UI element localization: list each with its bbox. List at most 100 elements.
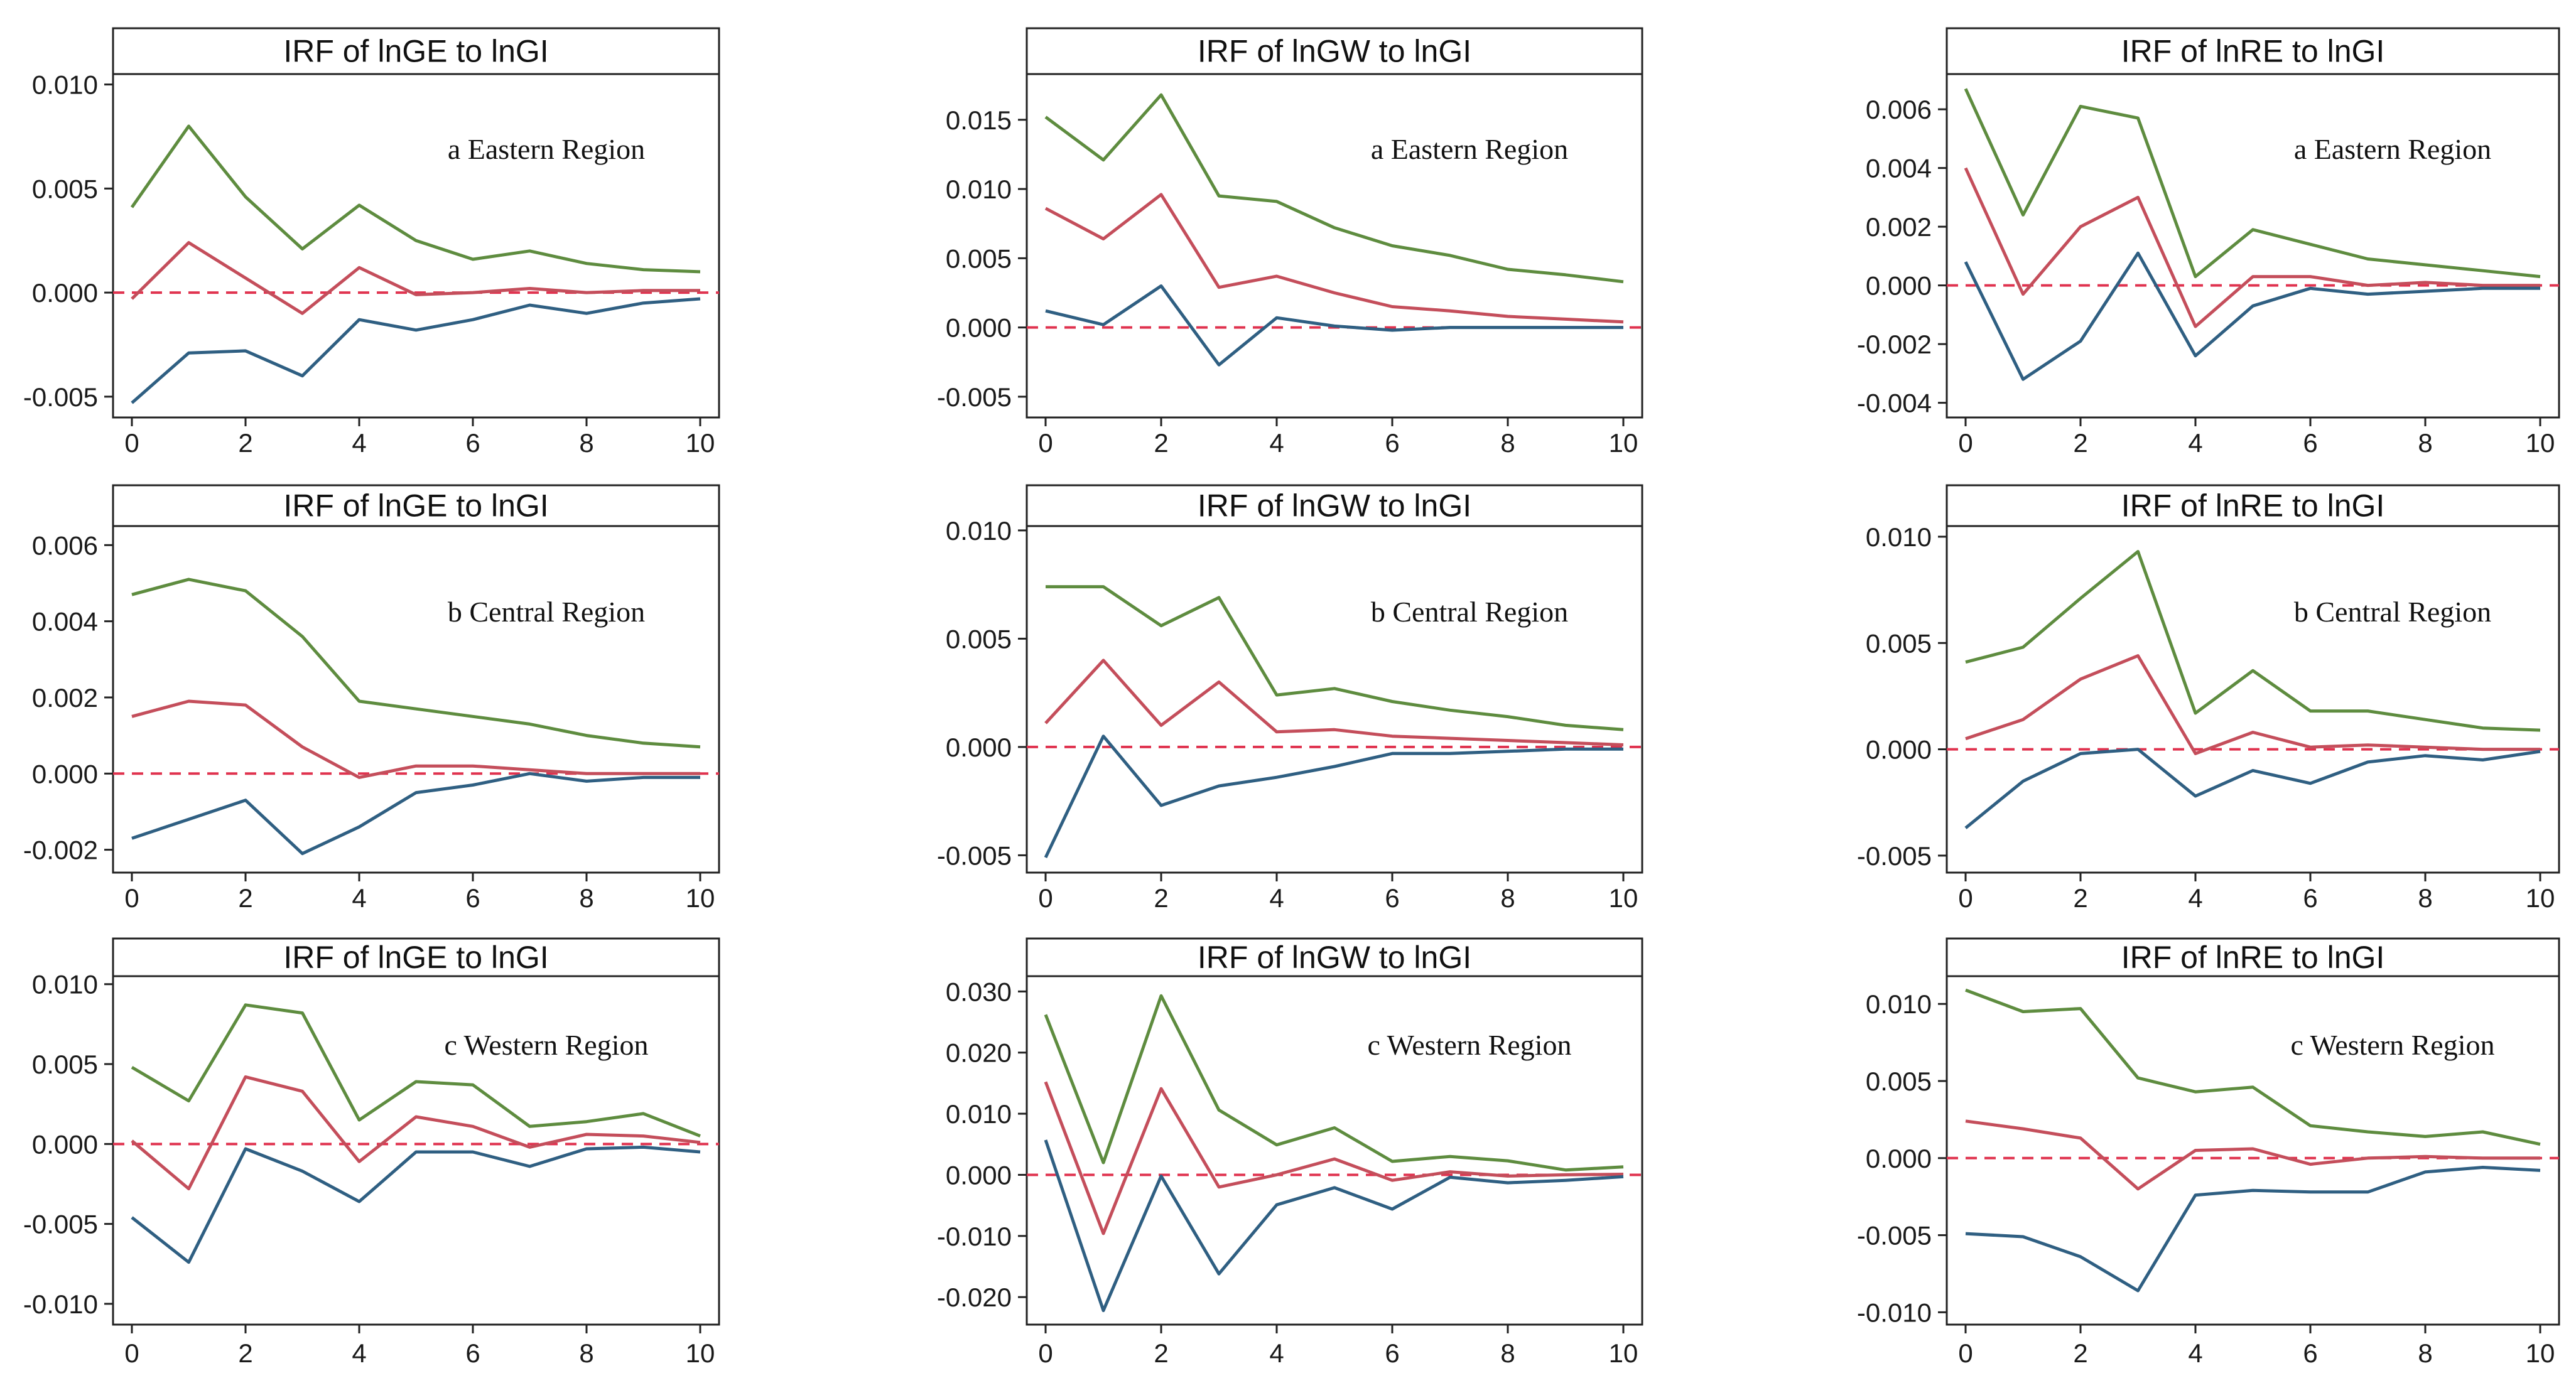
y-tick-label: -0.002	[1857, 330, 1932, 359]
y-tick-label: 0.010	[32, 70, 98, 100]
panel-title: IRF of lnGW to lnGI	[1198, 488, 1471, 524]
x-tick-label: 6	[465, 428, 480, 458]
y-tick-label: -0.005	[23, 1210, 98, 1239]
x-tick-label: 8	[2418, 883, 2432, 913]
y-tick-label: 0.020	[946, 1038, 1012, 1068]
y-tick-label: 0.000	[946, 313, 1012, 343]
x-tick-label: 6	[465, 1338, 480, 1368]
panel-title: IRF of lnGW to lnGI	[1198, 940, 1471, 975]
series-line-irf	[131, 1075, 701, 1191]
x-tick-label: 8	[579, 428, 593, 458]
panel-title: IRF of lnGE to lnGI	[283, 940, 548, 975]
y-tick-label: 0.005	[32, 1050, 98, 1079]
series-line-upper	[131, 578, 701, 749]
series-line-upper	[1964, 88, 2541, 279]
plot-frame	[1946, 975, 2560, 1326]
plot-frame	[112, 975, 720, 1326]
x-tick-label: 6	[1385, 1338, 1399, 1368]
panel-title: IRF of lnRE to lnGI	[2121, 34, 2385, 69]
series-line-irf	[131, 241, 700, 315]
plot-frame	[1946, 73, 2560, 419]
y-tick-label: 0.006	[1866, 95, 1932, 124]
y-tick-label: 0.005	[32, 174, 98, 203]
irf-panel: IRF of lnRE to lnGI -0.010 -0.005 0.000 0.00…	[1857, 937, 2560, 1368]
x-tick-label: 0	[124, 1338, 139, 1368]
series-line-lower	[1965, 1166, 2541, 1293]
x-tick-label: 10	[2526, 1338, 2555, 1368]
region-annotation: c Western Region	[1367, 1029, 1571, 1061]
x-tick-label: 2	[238, 883, 252, 913]
region-annotation: a Eastern Region	[1371, 133, 1568, 165]
series-line-irf	[1044, 1081, 1624, 1235]
x-tick-label: 10	[1609, 1338, 1638, 1368]
y-tick-label: 0.010	[1866, 989, 1932, 1019]
panel-title-bar	[112, 27, 720, 75]
y-tick-label: 0.002	[32, 683, 98, 713]
y-tick-label: -0.005	[937, 382, 1012, 412]
y-tick-label: 0.005	[946, 244, 1012, 273]
y-tick-label: 0.010	[946, 516, 1012, 546]
y-tick-label: -0.010	[937, 1222, 1012, 1251]
series-line-irf	[131, 699, 700, 779]
y-tick-label: -0.005	[23, 382, 98, 412]
panel-title: IRF of lnRE to lnGI	[2121, 488, 2385, 524]
x-tick-label: 8	[1500, 1338, 1515, 1368]
y-tick-label: -0.004	[1857, 389, 1932, 418]
x-tick-label: 2	[2073, 883, 2087, 913]
x-tick-label: 0	[1038, 1338, 1053, 1368]
series-line-upper	[1965, 988, 2541, 1146]
x-tick-label: 2	[1154, 883, 1168, 913]
region-annotation: b Central Region	[448, 596, 645, 628]
panel-title: IRF of lnGE to lnGI	[283, 488, 548, 524]
x-tick-label: 4	[2188, 428, 2202, 458]
region-annotation: b Central Region	[2294, 596, 2491, 628]
irf-panel: IRF of lnRE to lnGI -0.004 -0.002 0.000 0.00…	[1857, 27, 2560, 458]
x-tick-label: 0	[1038, 428, 1053, 458]
x-tick-label: 10	[686, 1338, 715, 1368]
irf-panel: IRF of lnGE to lnGI -0.005 0.000 0.005 0.010…	[23, 27, 720, 458]
x-tick-label: 4	[2188, 883, 2202, 913]
y-tick-label: 0.005	[1866, 1067, 1932, 1096]
y-tick-label: 0.000	[32, 759, 98, 788]
series-line-lower	[1964, 748, 2541, 829]
x-tick-label: 4	[1269, 428, 1284, 458]
y-tick-label: 0.010	[32, 970, 98, 999]
x-tick-label: 8	[2418, 1338, 2432, 1368]
y-tick-label: 0.005	[1866, 628, 1932, 658]
plot-frame	[112, 525, 720, 874]
x-tick-label: 4	[352, 428, 366, 458]
x-tick-label: 6	[465, 883, 480, 913]
y-tick-label: 0.000	[1866, 271, 1932, 301]
series-line-lower	[1045, 284, 1623, 367]
series-line-upper	[1965, 550, 2541, 732]
region-annotation: c Western Region	[2290, 1029, 2494, 1061]
region-annotation: a Eastern Region	[448, 133, 645, 165]
x-tick-label: 0	[124, 428, 139, 458]
x-tick-label: 10	[2526, 883, 2555, 913]
irf-panel: IRF of lnGE to lnGI -0.010 -0.005 0.000 0.00…	[23, 937, 720, 1368]
y-tick-label: 0.000	[32, 278, 98, 308]
series-line-upper	[1046, 585, 1624, 731]
x-tick-label: 4	[352, 1338, 366, 1368]
y-tick-label: -0.005	[1857, 1221, 1932, 1251]
y-tick-label: 0.000	[946, 1160, 1012, 1190]
y-tick-label: 0.010	[946, 175, 1012, 204]
series-line-irf	[1964, 167, 2540, 328]
series-line-irf	[1965, 1119, 2540, 1191]
y-tick-label: 0.004	[32, 607, 98, 637]
y-tick-label: -0.005	[1857, 841, 1932, 871]
y-tick-label: 0.010	[946, 1099, 1012, 1129]
x-tick-label: 6	[1385, 428, 1399, 458]
y-tick-label: 0.000	[1866, 1144, 1932, 1173]
x-tick-label: 8	[579, 1338, 593, 1368]
y-tick-label: 0.000	[946, 733, 1012, 762]
x-tick-label: 2	[1154, 428, 1168, 458]
y-tick-label: 0.004	[1866, 154, 1932, 183]
y-tick-label: -0.020	[937, 1283, 1012, 1312]
irf-panel: IRF of lnGW to lnGI -0.005 0.000 0.005 0.010…	[937, 27, 1643, 458]
panel-title-bar	[112, 484, 720, 527]
irf-panel: IRF of lnGW to lnGI -0.005 0.000 0.005 0.010…	[937, 484, 1643, 913]
x-tick-label: 2	[238, 428, 252, 458]
plot-frame	[1026, 73, 1643, 419]
x-tick-label: 8	[1500, 883, 1515, 913]
